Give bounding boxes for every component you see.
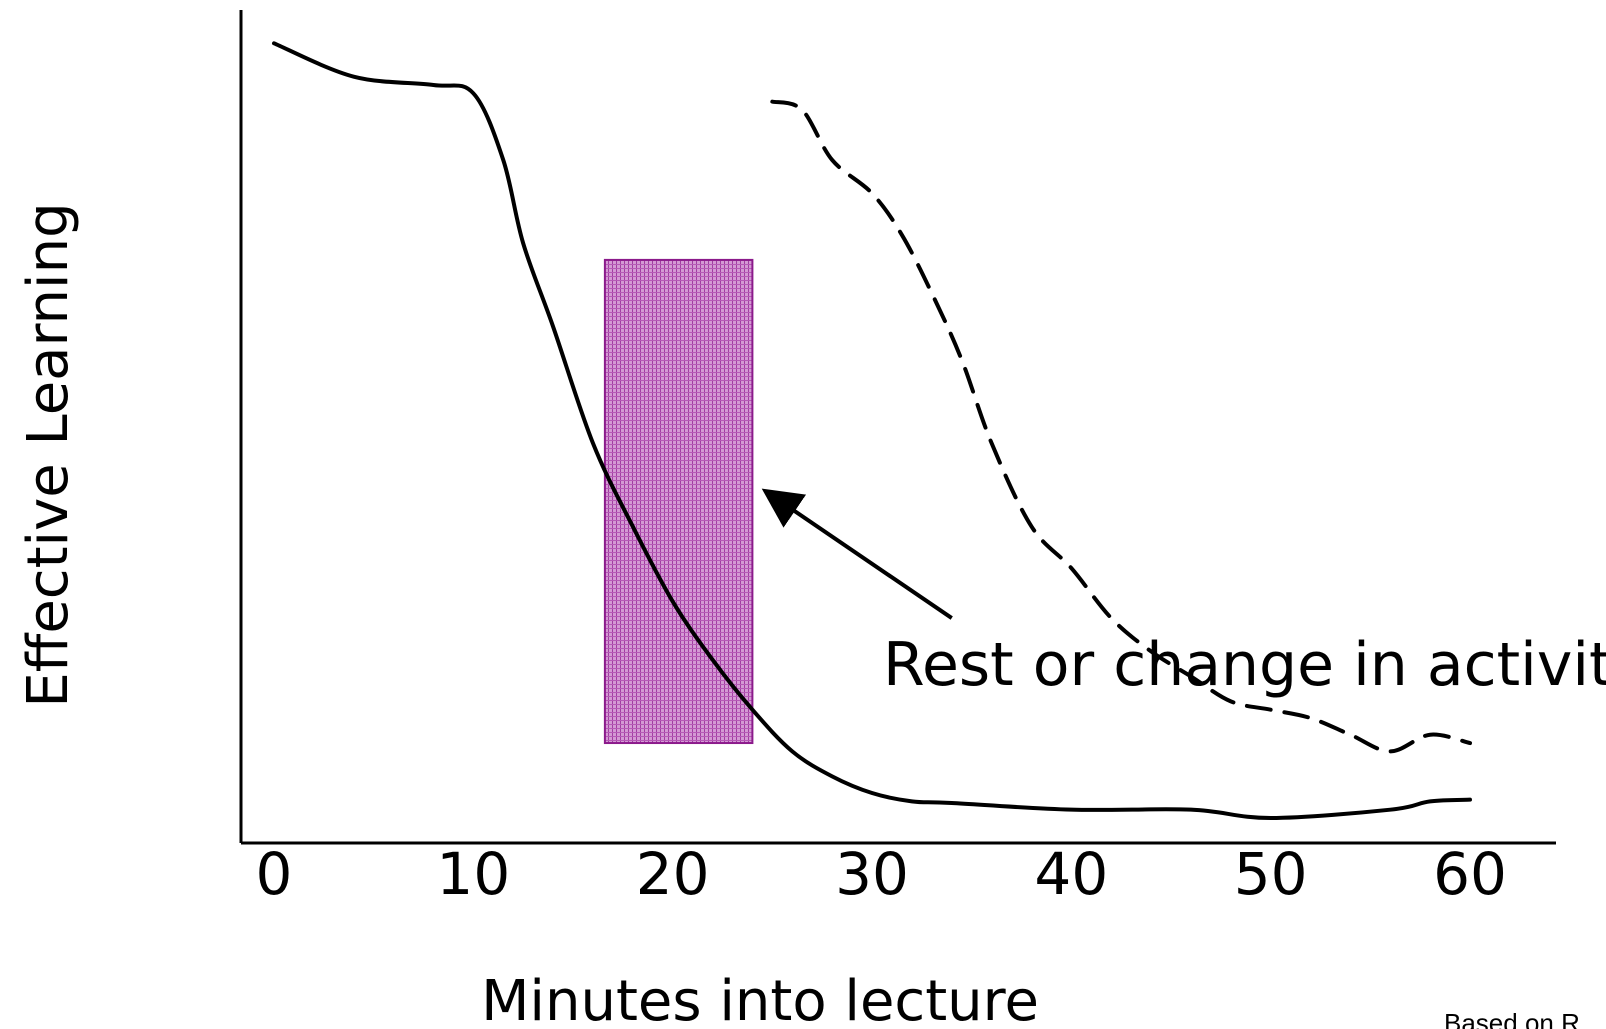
x-tick-label: 60	[1433, 840, 1507, 908]
x-tick-label: 20	[636, 840, 710, 908]
source-credit: Based on R	[1444, 1008, 1580, 1029]
series-line-dashed	[770, 99, 1472, 754]
series-line-solid	[272, 41, 1472, 821]
highlight-band	[603, 258, 754, 745]
annotation-arrow	[761, 488, 953, 620]
x-tick-label: 0	[256, 840, 293, 908]
x-axis-title: Minutes into lecture	[481, 969, 1039, 1029]
annotation-text: Rest or change in activity	[883, 630, 1606, 700]
x-tick-label: 40	[1034, 840, 1108, 908]
x-tick-label: 10	[436, 840, 510, 908]
x-tick-label: 50	[1234, 840, 1308, 908]
x-tick-label: 30	[835, 840, 909, 908]
y-axis-title: Effective Learning	[16, 202, 81, 707]
